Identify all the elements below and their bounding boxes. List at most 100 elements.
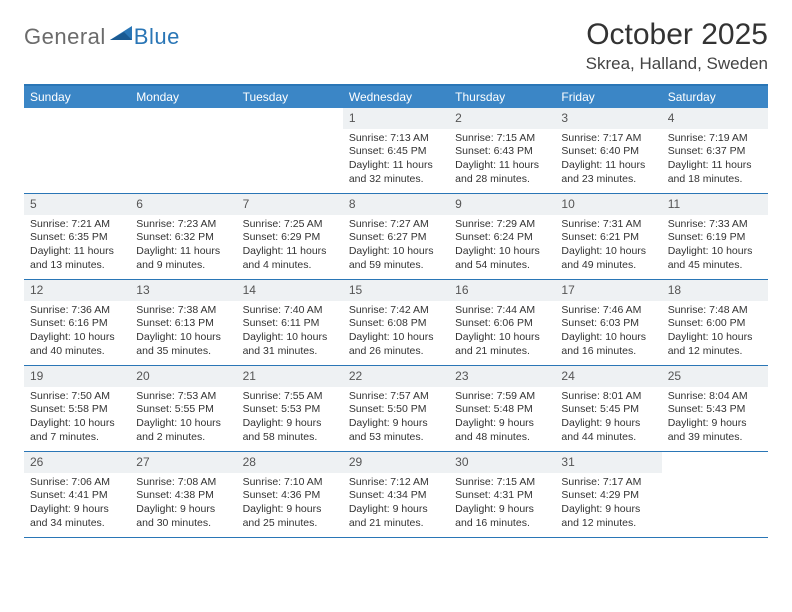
sunrise-text: Sunrise: 7:53 AM xyxy=(136,390,230,404)
sunset-text: Sunset: 5:58 PM xyxy=(30,403,124,417)
month-title: October 2025 xyxy=(586,18,768,52)
day-cell: 21Sunrise: 7:55 AMSunset: 5:53 PMDayligh… xyxy=(237,366,343,452)
daylight-text: Daylight: 10 hours and 31 minutes. xyxy=(243,331,337,358)
day-header: Monday xyxy=(130,86,236,108)
day-cell: 15Sunrise: 7:42 AMSunset: 6:08 PMDayligh… xyxy=(343,280,449,366)
day-number: 27 xyxy=(130,452,236,473)
daylight-text: Daylight: 10 hours and 54 minutes. xyxy=(455,245,549,272)
day-number: 11 xyxy=(662,194,768,215)
sunset-text: Sunset: 6:03 PM xyxy=(561,317,655,331)
calendar-grid: SundayMondayTuesdayWednesdayThursdayFrid… xyxy=(24,84,768,538)
sunset-text: Sunset: 6:13 PM xyxy=(136,317,230,331)
sunset-text: Sunset: 6:21 PM xyxy=(561,231,655,245)
day-number: 24 xyxy=(555,366,661,387)
day-cell: 1Sunrise: 7:13 AMSunset: 6:45 PMDaylight… xyxy=(343,108,449,194)
logo-text-blue: Blue xyxy=(134,24,180,50)
location-subtitle: Skrea, Halland, Sweden xyxy=(586,54,768,74)
day-cell: 13Sunrise: 7:38 AMSunset: 6:13 PMDayligh… xyxy=(130,280,236,366)
sunrise-text: Sunrise: 7:13 AM xyxy=(349,132,443,146)
sunrise-text: Sunrise: 7:50 AM xyxy=(30,390,124,404)
daylight-text: Daylight: 11 hours and 28 minutes. xyxy=(455,159,549,186)
sunset-text: Sunset: 5:43 PM xyxy=(668,403,762,417)
day-cell: 19Sunrise: 7:50 AMSunset: 5:58 PMDayligh… xyxy=(24,366,130,452)
daylight-text: Daylight: 9 hours and 34 minutes. xyxy=(30,503,124,530)
day-number: 4 xyxy=(662,108,768,129)
day-cell: 8Sunrise: 7:27 AMSunset: 6:27 PMDaylight… xyxy=(343,194,449,280)
sunrise-text: Sunrise: 7:19 AM xyxy=(668,132,762,146)
day-cell: 3Sunrise: 7:17 AMSunset: 6:40 PMDaylight… xyxy=(555,108,661,194)
day-cell: 20Sunrise: 7:53 AMSunset: 5:55 PMDayligh… xyxy=(130,366,236,452)
sunset-text: Sunset: 4:29 PM xyxy=(561,489,655,503)
day-cell: 2Sunrise: 7:15 AMSunset: 6:43 PMDaylight… xyxy=(449,108,555,194)
day-cell: 30Sunrise: 7:15 AMSunset: 4:31 PMDayligh… xyxy=(449,452,555,538)
sunset-text: Sunset: 6:08 PM xyxy=(349,317,443,331)
daylight-text: Daylight: 10 hours and 49 minutes. xyxy=(561,245,655,272)
day-cell: 12Sunrise: 7:36 AMSunset: 6:16 PMDayligh… xyxy=(24,280,130,366)
day-cell: 6Sunrise: 7:23 AMSunset: 6:32 PMDaylight… xyxy=(130,194,236,280)
sunset-text: Sunset: 6:00 PM xyxy=(668,317,762,331)
day-header: Wednesday xyxy=(343,86,449,108)
day-number: 3 xyxy=(555,108,661,129)
logo: General Blue xyxy=(24,18,180,50)
sunrise-text: Sunrise: 7:08 AM xyxy=(136,476,230,490)
sunset-text: Sunset: 6:40 PM xyxy=(561,145,655,159)
sunrise-text: Sunrise: 7:17 AM xyxy=(561,476,655,490)
sunset-text: Sunset: 5:55 PM xyxy=(136,403,230,417)
daylight-text: Daylight: 10 hours and 26 minutes. xyxy=(349,331,443,358)
sunset-text: Sunset: 6:35 PM xyxy=(30,231,124,245)
day-number: 7 xyxy=(237,194,343,215)
day-cell: 10Sunrise: 7:31 AMSunset: 6:21 PMDayligh… xyxy=(555,194,661,280)
day-cell: 14Sunrise: 7:40 AMSunset: 6:11 PMDayligh… xyxy=(237,280,343,366)
daylight-text: Daylight: 10 hours and 59 minutes. xyxy=(349,245,443,272)
header-bar: General Blue October 2025 Skrea, Halland… xyxy=(24,18,768,74)
day-cell: 22Sunrise: 7:57 AMSunset: 5:50 PMDayligh… xyxy=(343,366,449,452)
sunset-text: Sunset: 6:27 PM xyxy=(349,231,443,245)
sunrise-text: Sunrise: 8:04 AM xyxy=(668,390,762,404)
daylight-text: Daylight: 11 hours and 18 minutes. xyxy=(668,159,762,186)
sunset-text: Sunset: 6:45 PM xyxy=(349,145,443,159)
day-cell: 28Sunrise: 7:10 AMSunset: 4:36 PMDayligh… xyxy=(237,452,343,538)
day-cell: 4Sunrise: 7:19 AMSunset: 6:37 PMDaylight… xyxy=(662,108,768,194)
day-cell: 16Sunrise: 7:44 AMSunset: 6:06 PMDayligh… xyxy=(449,280,555,366)
sunset-text: Sunset: 4:41 PM xyxy=(30,489,124,503)
day-header: Thursday xyxy=(449,86,555,108)
sunrise-text: Sunrise: 7:15 AM xyxy=(455,132,549,146)
day-cell: 24Sunrise: 8:01 AMSunset: 5:45 PMDayligh… xyxy=(555,366,661,452)
sunrise-text: Sunrise: 7:31 AM xyxy=(561,218,655,232)
sunset-text: Sunset: 6:19 PM xyxy=(668,231,762,245)
sunrise-text: Sunrise: 7:29 AM xyxy=(455,218,549,232)
sunrise-text: Sunrise: 7:57 AM xyxy=(349,390,443,404)
day-number: 12 xyxy=(24,280,130,301)
sunset-text: Sunset: 4:36 PM xyxy=(243,489,337,503)
day-cell: 27Sunrise: 7:08 AMSunset: 4:38 PMDayligh… xyxy=(130,452,236,538)
day-cell: 23Sunrise: 7:59 AMSunset: 5:48 PMDayligh… xyxy=(449,366,555,452)
sunrise-text: Sunrise: 7:21 AM xyxy=(30,218,124,232)
daylight-text: Daylight: 9 hours and 12 minutes. xyxy=(561,503,655,530)
sunrise-text: Sunrise: 7:25 AM xyxy=(243,218,337,232)
daylight-text: Daylight: 9 hours and 44 minutes. xyxy=(561,417,655,444)
daylight-text: Daylight: 9 hours and 39 minutes. xyxy=(668,417,762,444)
day-number: 21 xyxy=(237,366,343,387)
day-number: 13 xyxy=(130,280,236,301)
sunrise-text: Sunrise: 7:46 AM xyxy=(561,304,655,318)
empty-cell xyxy=(130,108,236,194)
daylight-text: Daylight: 10 hours and 7 minutes. xyxy=(30,417,124,444)
day-cell: 9Sunrise: 7:29 AMSunset: 6:24 PMDaylight… xyxy=(449,194,555,280)
day-cell: 18Sunrise: 7:48 AMSunset: 6:00 PMDayligh… xyxy=(662,280,768,366)
sunset-text: Sunset: 5:53 PM xyxy=(243,403,337,417)
day-number: 18 xyxy=(662,280,768,301)
sunset-text: Sunset: 6:29 PM xyxy=(243,231,337,245)
day-number: 17 xyxy=(555,280,661,301)
day-cell: 17Sunrise: 7:46 AMSunset: 6:03 PMDayligh… xyxy=(555,280,661,366)
sunset-text: Sunset: 6:43 PM xyxy=(455,145,549,159)
empty-cell xyxy=(24,108,130,194)
empty-cell xyxy=(237,108,343,194)
sunset-text: Sunset: 4:38 PM xyxy=(136,489,230,503)
sunrise-text: Sunrise: 7:27 AM xyxy=(349,218,443,232)
day-number: 16 xyxy=(449,280,555,301)
day-header: Saturday xyxy=(662,86,768,108)
day-cell: 7Sunrise: 7:25 AMSunset: 6:29 PMDaylight… xyxy=(237,194,343,280)
title-block: October 2025 Skrea, Halland, Sweden xyxy=(586,18,768,74)
day-header: Sunday xyxy=(24,86,130,108)
sunset-text: Sunset: 6:32 PM xyxy=(136,231,230,245)
